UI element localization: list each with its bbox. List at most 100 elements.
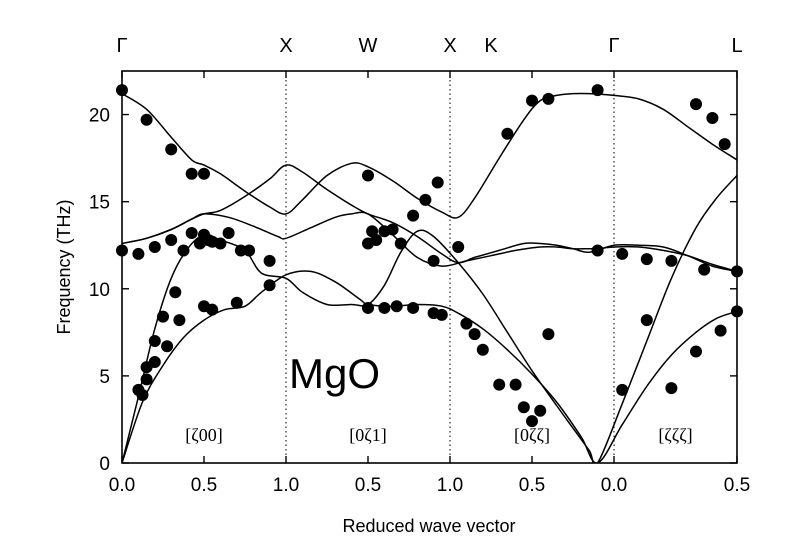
direction-label-0: [ζ00] [185, 425, 222, 445]
y-tick-label-1: 5 [99, 367, 110, 388]
data-point-53 [468, 328, 481, 341]
x-tick-label-0: 0.0 [109, 475, 135, 496]
x-axis-title: Reduced wave vector [342, 516, 515, 536]
direction-label-1: [0ζ1] [349, 425, 386, 445]
data-point-44 [427, 254, 440, 267]
data-point-49 [407, 301, 420, 314]
data-point-8 [165, 233, 178, 246]
x-tick-label-2: 1.0 [273, 475, 299, 496]
data-point-18 [243, 244, 256, 257]
symmetry-label-4: K [484, 35, 498, 57]
symmetry-label-2: W [359, 35, 378, 57]
data-point-24 [173, 314, 186, 327]
data-point-43 [431, 176, 444, 189]
y-axis-ticks: 0 5 10 15 20 [89, 106, 737, 475]
data-point-48 [390, 300, 403, 313]
data-point-70 [731, 265, 743, 278]
data-point-27 [140, 373, 153, 386]
x-tick-label-3: 0.5 [355, 475, 381, 496]
data-point-51 [435, 308, 448, 321]
data-point-23 [198, 300, 210, 313]
data-point-67 [640, 253, 653, 266]
data-point-78 [706, 112, 719, 125]
data-point-5 [116, 244, 128, 257]
x-tick-label-6: 0.0 [601, 475, 627, 496]
y-tick-label-2: 10 [89, 280, 110, 301]
y-tick-label-0: 0 [99, 454, 110, 475]
data-point-64 [591, 84, 604, 97]
data-point-76 [731, 305, 743, 318]
data-point-65 [591, 244, 604, 257]
data-point-37 [370, 233, 383, 246]
symmetry-lines [285, 71, 615, 463]
y-tick-label-3: 15 [89, 193, 110, 214]
data-point-77 [690, 98, 702, 111]
plot-frame [121, 70, 738, 464]
measured-points [116, 84, 743, 428]
data-point-16 [222, 227, 235, 240]
x-tick-label-5: 0.5 [519, 475, 545, 496]
data-point-46 [362, 301, 374, 314]
data-point-75 [714, 324, 727, 337]
y-axis-title: Frequency (THz) [54, 199, 74, 334]
y-tick-label-4: 20 [89, 106, 110, 127]
data-point-34 [362, 169, 374, 182]
data-point-58 [526, 415, 538, 428]
direction-labels: [ζ00] [0ζ1] [0ζζ] [ζζζ] [185, 425, 692, 445]
data-point-62 [526, 94, 538, 107]
data-point-66 [616, 247, 629, 260]
data-point-3 [185, 167, 198, 180]
data-point-39 [386, 223, 399, 236]
data-point-29 [132, 383, 145, 396]
data-point-17 [234, 244, 247, 257]
dispersion-branch-1 [122, 164, 737, 273]
data-point-71 [616, 383, 629, 396]
data-point-73 [665, 382, 678, 395]
data-point-40 [394, 237, 407, 250]
data-point-60 [542, 328, 555, 341]
data-point-15 [214, 237, 227, 250]
data-point-42 [419, 193, 432, 206]
data-point-7 [148, 240, 161, 253]
data-point-32 [148, 335, 161, 348]
symmetry-label-1: X [279, 35, 292, 57]
material-label: MgO [289, 350, 380, 397]
data-point-74 [690, 345, 702, 358]
dispersion-branch-0 [122, 92, 737, 219]
data-point-55 [493, 378, 506, 391]
symmetry-label-3: X [443, 35, 456, 57]
data-point-72 [640, 314, 653, 327]
data-point-56 [509, 378, 522, 391]
data-point-25 [161, 340, 174, 353]
data-point-1 [140, 113, 153, 126]
data-point-52 [460, 317, 473, 330]
symmetry-label-0: Γ [116, 35, 127, 57]
x-tick-label-4: 1.0 [437, 475, 463, 496]
data-point-33 [140, 361, 153, 374]
direction-label-2: [0ζζ] [514, 425, 550, 445]
data-point-57 [517, 401, 530, 414]
data-point-19 [263, 254, 276, 267]
data-point-4 [198, 167, 210, 180]
data-point-69 [698, 263, 711, 276]
data-point-0 [116, 84, 128, 97]
data-point-61 [501, 127, 514, 140]
data-point-2 [165, 143, 178, 156]
data-point-41 [407, 209, 420, 222]
data-point-59 [534, 404, 547, 417]
data-point-47 [378, 301, 391, 314]
data-point-45 [452, 240, 465, 253]
data-point-68 [665, 254, 678, 267]
data-point-20 [263, 279, 276, 292]
x-tick-label-1: 0.5 [191, 475, 217, 496]
data-point-63 [542, 92, 555, 105]
data-point-21 [230, 296, 243, 309]
data-point-31 [157, 310, 169, 323]
data-point-30 [169, 286, 182, 299]
data-point-6 [132, 247, 145, 260]
data-point-54 [476, 343, 489, 356]
data-point-9 [177, 244, 190, 257]
x-axis-ticks: 0.0 0.5 1.0 0.5 1.0 0.5 0.0 0.5 [109, 71, 750, 496]
